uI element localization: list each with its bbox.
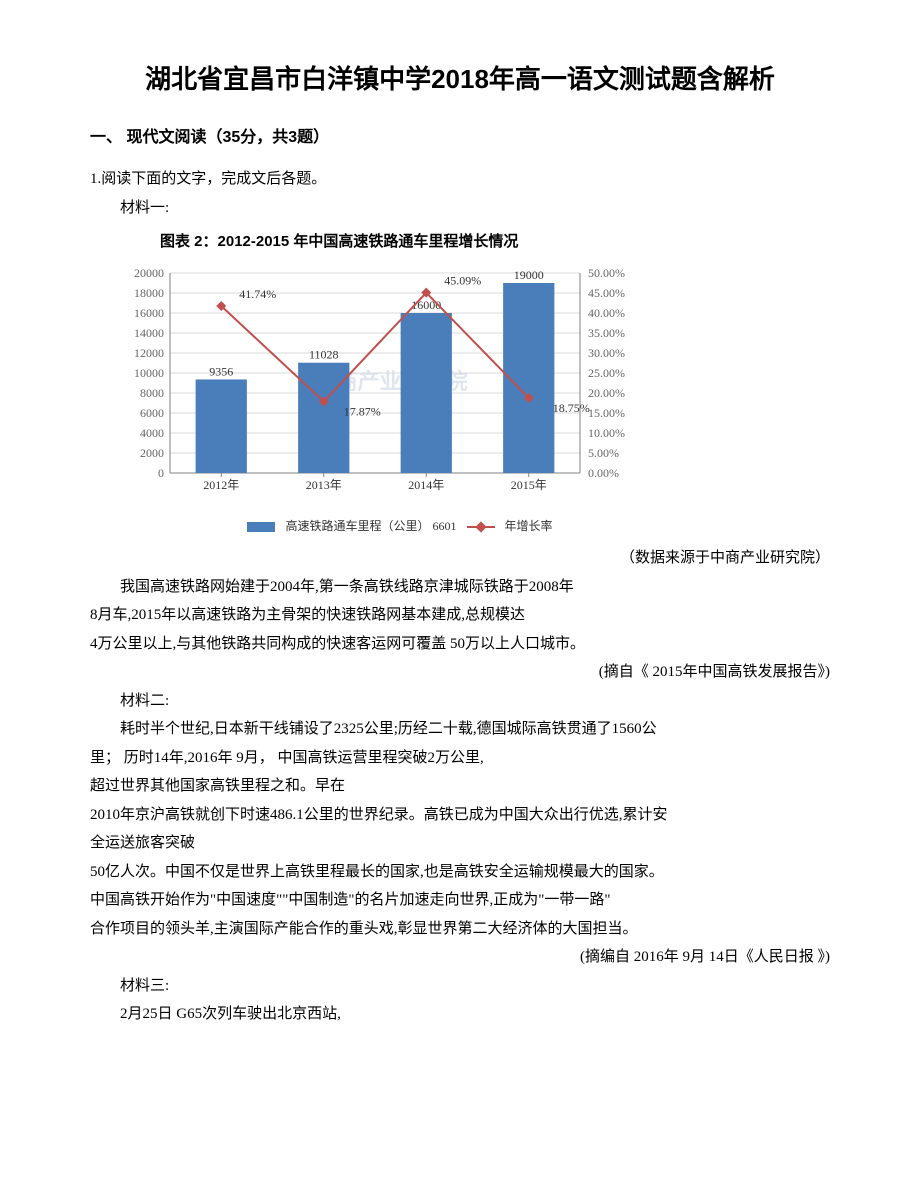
m1-p1: 我国高速铁路网始建于2004年,第一条高铁线路京津城际铁路于2008年 [90, 573, 830, 602]
question-1-intro: 1.阅读下面的文字，完成文后各题。 [90, 165, 830, 194]
section-heading-1: 一、 现代文阅读（35分，共3题） [90, 123, 830, 153]
svg-text:2014年: 2014年 [408, 478, 444, 492]
svg-text:16000: 16000 [134, 306, 164, 320]
svg-text:18.75%: 18.75% [553, 401, 590, 415]
chart-source: （数据来源于中商产业研究院） [90, 544, 830, 573]
m2-p5: 全运送旅客突破 [90, 829, 830, 858]
material-2-label: 材料二: [90, 687, 830, 716]
svg-text:30.00%: 30.00% [588, 346, 625, 360]
svg-text:10.00%: 10.00% [588, 426, 625, 440]
svg-text:41.74%: 41.74% [239, 287, 276, 301]
chart-container: 图表 2：2012-2015 年中国高速铁路通车里程增长情况 中商产业研究院02… [120, 228, 680, 538]
chart-title: 图表 2：2012-2015 年中国高速铁路通车里程增长情况 [120, 228, 680, 257]
svg-text:35.00%: 35.00% [588, 326, 625, 340]
m2-source: (摘编自 2016年 9月 14日《人民日报 》) [90, 943, 830, 972]
svg-text:0.00%: 0.00% [588, 466, 619, 480]
m3-p1: 2月25日 G65次列车驶出北京西站, [90, 1000, 830, 1029]
chart-legend: 高速铁路通车里程（公里） 6601 年增长率 [120, 515, 680, 538]
m2-p4: 2010年京沪高铁就创下时速486.1公里的世界纪录。高铁已成为中国大众出行优选… [90, 801, 830, 830]
svg-text:40.00%: 40.00% [588, 306, 625, 320]
svg-text:2000: 2000 [140, 446, 164, 460]
svg-text:2013年: 2013年 [306, 478, 342, 492]
m2-p2: 里； 历时14年,2016年 9月， 中国高铁运营里程突破2万公里, [90, 744, 830, 773]
svg-text:5.00%: 5.00% [588, 446, 619, 460]
svg-text:25.00%: 25.00% [588, 366, 625, 380]
m2-p8: 合作项目的领头羊,主演国际产能合作的重头戏,彰显世界第二大经济体的大国担当。 [90, 915, 830, 944]
svg-text:12000: 12000 [134, 346, 164, 360]
svg-text:45.09%: 45.09% [444, 274, 481, 288]
svg-text:20.00%: 20.00% [588, 386, 625, 400]
m1-p2: 8月车,2015年以高速铁路为主骨架的快速铁路网基本建成,总规模达 [90, 601, 830, 630]
material-1-label: 材料一: [90, 194, 830, 223]
svg-text:2015年: 2015年 [511, 478, 547, 492]
svg-text:0: 0 [158, 466, 164, 480]
svg-text:11028: 11028 [309, 348, 339, 362]
svg-text:18000: 18000 [134, 286, 164, 300]
svg-text:10000: 10000 [134, 366, 164, 380]
m2-p1: 耗时半个世纪,日本新干线铺设了2325公里;历经二十载,德国城际高铁贯通了156… [90, 715, 830, 744]
svg-text:45.00%: 45.00% [588, 286, 625, 300]
svg-text:15.00%: 15.00% [588, 406, 625, 420]
svg-text:17.87%: 17.87% [344, 404, 381, 418]
page-title: 湖北省宜昌市白洋镇中学2018年高一语文测试题含解析 [90, 60, 830, 99]
svg-text:6000: 6000 [140, 406, 164, 420]
svg-text:9356: 9356 [209, 364, 233, 378]
svg-text:14000: 14000 [134, 326, 164, 340]
m2-p7: 中国高铁开始作为"中国速度""中国制造"的名片加速走向世界,正成为"一带一路" [90, 886, 830, 915]
svg-text:50.00%: 50.00% [588, 266, 625, 280]
svg-text:2012年: 2012年 [203, 478, 239, 492]
legend-bar-label: 高速铁路通车里程（公里） 6601 [285, 515, 456, 538]
m1-source: (摘自《 2015年中国高铁发展报告》) [90, 658, 830, 687]
svg-text:19000: 19000 [514, 268, 544, 282]
m2-p6: 50亿人次。中国不仅是世界上高铁里程最长的国家,也是高铁安全运输规模最大的国家。 [90, 858, 830, 887]
svg-text:8000: 8000 [140, 386, 164, 400]
material-3-label: 材料三: [90, 972, 830, 1001]
legend-bar-swatch [247, 522, 275, 532]
mileage-growth-chart: 中商产业研究院020004000600080001000012000140001… [120, 263, 640, 503]
m2-p3: 超过世界其他国家高铁里程之和。早在 [90, 772, 830, 801]
legend-line-swatch [467, 526, 495, 528]
svg-text:4000: 4000 [140, 426, 164, 440]
svg-text:20000: 20000 [134, 266, 164, 280]
m1-p3: 4万公里以上,与其他铁路共同构成的快速客运网可覆盖 50万以上人口城市。 [90, 630, 830, 659]
legend-line-label: 年增长率 [505, 515, 553, 538]
